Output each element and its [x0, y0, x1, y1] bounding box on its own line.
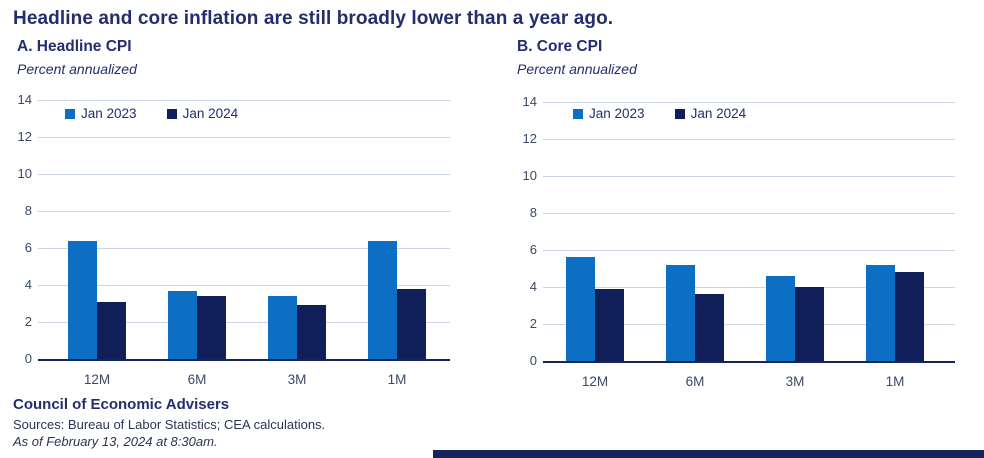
bar-jan-2024	[795, 287, 824, 361]
footer-sources: Sources: Bureau of Labor Statistics; CEA…	[13, 417, 326, 432]
legend-label: Jan 2023	[81, 106, 137, 121]
y-tick-label: 14	[17, 92, 32, 107]
x-axis-line	[543, 361, 955, 363]
bar-jan-2024	[297, 305, 326, 359]
bar-jan-2023	[666, 265, 695, 361]
legend: Jan 2023 Jan 2024	[65, 106, 238, 122]
footer-organization: Council of Economic Advisers	[13, 396, 230, 413]
gridline	[38, 137, 450, 138]
bar-jan-2023	[368, 241, 397, 359]
bar-jan-2023	[566, 257, 595, 361]
x-category-label: 1M	[885, 374, 905, 389]
x-category-label: 12M	[83, 372, 111, 387]
gridline	[38, 248, 450, 249]
bar-jan-2024	[895, 272, 924, 361]
y-tick-label: 12	[522, 131, 537, 146]
bar-jan-2023	[168, 291, 197, 359]
y-tick-label: 0	[529, 353, 537, 368]
legend-item: Jan 2023	[573, 106, 645, 122]
y-tick-label: 4	[24, 277, 32, 292]
y-tick-label: 12	[17, 129, 32, 144]
y-tick-label: 6	[529, 242, 537, 257]
x-category-label: 6M	[187, 372, 207, 387]
gridline	[543, 139, 955, 140]
x-axis-line	[38, 359, 450, 361]
gridline	[38, 174, 450, 175]
y-tick-label: 8	[529, 205, 537, 220]
legend-swatch-icon	[65, 109, 75, 119]
gridline	[543, 324, 955, 325]
panel-axis-unit-label: Percent annualized	[517, 61, 637, 77]
legend: Jan 2023 Jan 2024	[573, 106, 746, 122]
footer-asof-note: As of February 13, 2024 at 8:30am.	[13, 434, 218, 449]
bar-jan-2024	[695, 294, 724, 361]
gridline	[38, 100, 450, 101]
x-category-label: 3M	[287, 372, 307, 387]
legend-label: Jan 2023	[589, 106, 645, 121]
bottom-brand-bar	[433, 450, 984, 458]
bar-jan-2023	[866, 265, 895, 361]
bar-jan-2023	[766, 276, 795, 361]
bar-jan-2023	[68, 241, 97, 359]
figure-title: Headline and core inflation are still br…	[13, 8, 614, 29]
legend-label: Jan 2024	[182, 106, 239, 121]
y-tick-label: 0	[24, 351, 32, 366]
y-tick-label: 8	[24, 203, 32, 218]
y-tick-label: 10	[522, 168, 537, 183]
y-tick-label: 2	[529, 316, 537, 331]
bar-jan-2023	[268, 296, 297, 359]
legend-label: Jan 2024	[690, 106, 747, 121]
y-tick-label: 4	[529, 279, 537, 294]
gridline	[543, 102, 955, 103]
y-tick-label: 10	[17, 166, 32, 181]
x-category-label: 1M	[387, 372, 407, 387]
panel-title: B. Core CPI	[517, 38, 603, 55]
y-tick-label: 14	[522, 94, 537, 109]
legend-item: Jan 2024	[166, 106, 239, 122]
gridline	[543, 176, 955, 177]
y-tick-label: 2	[24, 314, 32, 329]
legend-swatch-icon	[674, 109, 685, 119]
panel-title: A. Headline CPI	[17, 38, 132, 55]
bar-jan-2024	[397, 289, 426, 359]
gridline	[543, 213, 955, 214]
y-tick-label: 6	[24, 240, 32, 255]
gridline	[38, 211, 450, 212]
x-category-label: 6M	[685, 374, 705, 389]
legend-swatch-icon	[166, 109, 177, 119]
bar-jan-2024	[595, 289, 624, 361]
legend-item: Jan 2024	[674, 106, 747, 122]
gridline	[38, 285, 450, 286]
bar-jan-2024	[97, 302, 126, 359]
gridline	[543, 287, 955, 288]
legend-item: Jan 2023	[65, 106, 137, 122]
x-category-label: 12M	[581, 374, 609, 389]
gridline	[38, 322, 450, 323]
bar-jan-2024	[197, 296, 226, 359]
panel-axis-unit-label: Percent annualized	[17, 61, 137, 77]
gridline	[543, 250, 955, 251]
x-category-label: 3M	[785, 374, 805, 389]
legend-swatch-icon	[573, 109, 583, 119]
